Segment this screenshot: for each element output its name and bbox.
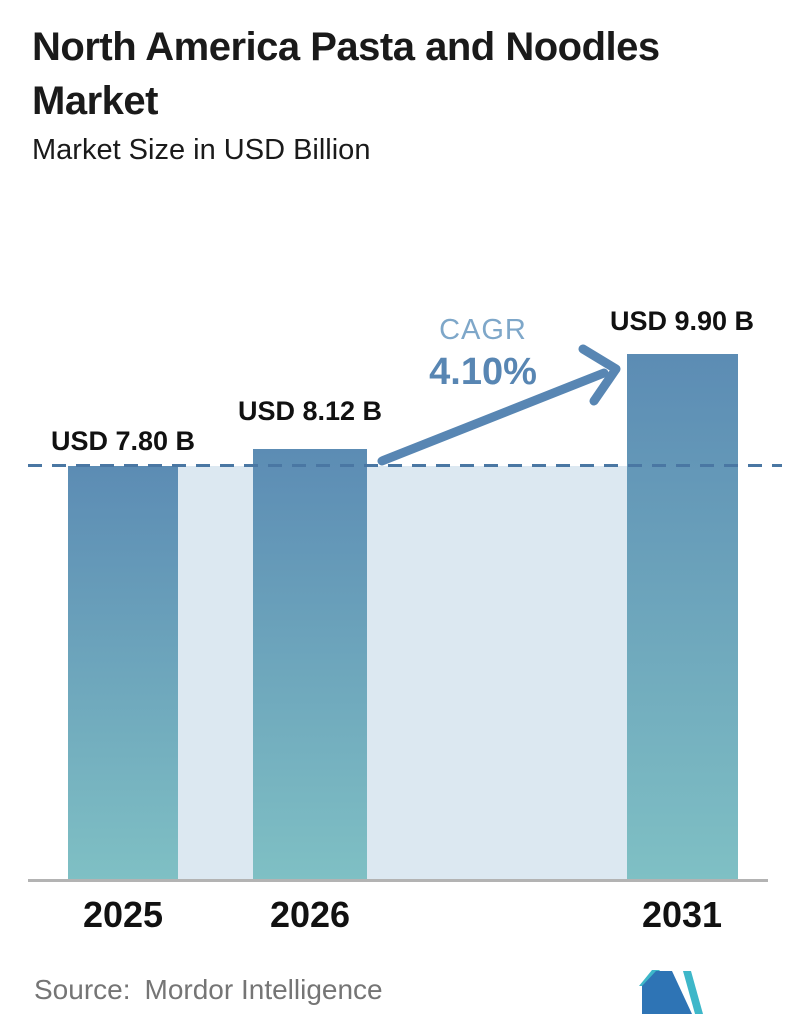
axis-label-2025: 2025	[82, 894, 164, 935]
x-axis-line	[28, 879, 768, 882]
axis-label-2026: 2026	[269, 894, 351, 935]
page-title: North America Pasta and Noodles Market	[32, 25, 660, 124]
highlight-band	[68, 466, 738, 881]
cagr-annotation: CAGR 4.10%	[383, 314, 583, 394]
cagr-value: 4.10%	[429, 351, 537, 393]
page-subtitle: Market Size in USD Billion	[32, 134, 371, 166]
source-attribution: Source: Mordor Intelligence	[34, 974, 383, 1006]
axis-label-2031: 2031	[641, 894, 723, 935]
source-label: Source:	[34, 974, 131, 1005]
mordor-intelligence-logo-icon	[639, 970, 703, 1014]
bar-2031	[627, 354, 738, 881]
cagr-label: CAGR	[439, 314, 527, 346]
dashed-baseline	[28, 464, 782, 467]
bar-2025	[68, 466, 178, 881]
value-label-2031: USD 9.90 B	[609, 306, 755, 336]
source-name: Mordor Intelligence	[144, 974, 383, 1005]
value-label-2025: USD 7.80 B	[50, 426, 196, 456]
bar-2026	[253, 449, 367, 881]
value-label-2026: USD 8.12 B	[237, 396, 383, 426]
